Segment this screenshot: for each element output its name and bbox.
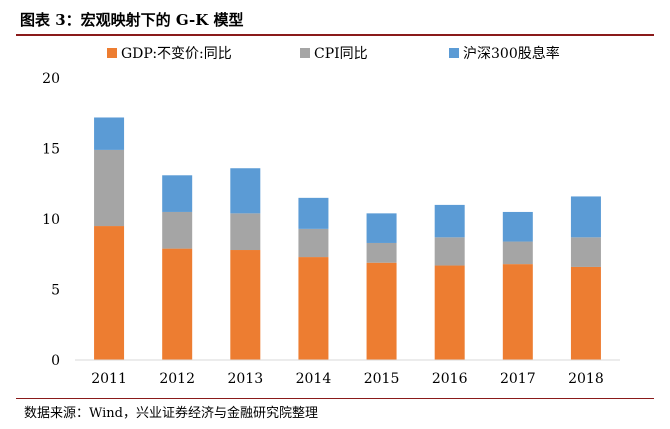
bar-segment-gdp xyxy=(298,257,329,360)
y-tick-label: 0 xyxy=(51,353,60,369)
x-tick-label: 2013 xyxy=(227,371,263,387)
legend-item: 沪深300股息率 xyxy=(449,45,560,62)
source-note: 数据来源：Wind，兴业证券经济与金融研究院整理 xyxy=(24,406,318,421)
bar-segment-cpi xyxy=(162,211,193,249)
x-tick-label: 2012 xyxy=(159,371,195,387)
y-axis: 0 5 10 15 20 xyxy=(42,71,60,369)
x-tick-label: 2017 xyxy=(500,371,536,387)
bar-segment-dividend-yield xyxy=(94,117,125,150)
legend-swatch xyxy=(300,48,310,58)
bar-segment-dividend-yield xyxy=(298,197,329,229)
legend-swatch xyxy=(449,48,459,58)
bar-segment-gdp xyxy=(434,265,465,360)
bar-segment-dividend-yield xyxy=(162,175,193,212)
chart-legend: GDP:不变价:同比 CPI同比 沪深300股息率 xyxy=(107,45,560,62)
x-tick-label: 2015 xyxy=(364,371,400,387)
y-tick-label: 10 xyxy=(42,212,60,228)
x-tick-label: 2016 xyxy=(432,371,468,387)
bar-segment-cpi xyxy=(230,213,261,251)
legend-label: CPI同比 xyxy=(314,46,368,62)
bar-segment-cpi xyxy=(434,237,465,266)
x-axis: 2011 2012 2013 2014 2015 2016 2017 2018 xyxy=(75,359,620,387)
source-divider xyxy=(16,398,654,399)
x-tick-label: 2014 xyxy=(296,371,332,387)
x-tick-label: 2018 xyxy=(568,371,604,387)
legend-label: GDP:不变价:同比 xyxy=(121,46,232,62)
bar-segment-dividend-yield xyxy=(434,204,465,238)
bar-segment-dividend-yield xyxy=(230,168,261,214)
y-tick-label: 5 xyxy=(51,283,60,299)
figure-title-bar: 图表 3：宏观映射下的 G-K 模型 xyxy=(16,4,654,36)
figure-title: 图表 3：宏观映射下的 G-K 模型 xyxy=(20,11,244,29)
bar-segment-gdp xyxy=(366,262,397,360)
y-tick-label: 15 xyxy=(42,142,60,158)
bar-segment-gdp xyxy=(162,248,193,360)
bar-segment-dividend-yield xyxy=(366,213,397,243)
bar-segment-gdp xyxy=(570,266,601,360)
legend-item: CPI同比 xyxy=(300,46,368,62)
legend-swatch xyxy=(107,48,117,58)
bar-segment-dividend-yield xyxy=(570,196,601,238)
bar-segment-dividend-yield xyxy=(502,211,533,242)
bar-segment-cpi xyxy=(366,242,397,263)
bar-segment-cpi xyxy=(570,237,601,267)
x-tick-label: 2011 xyxy=(91,371,127,387)
bar-segment-gdp xyxy=(230,250,261,360)
bar-segment-cpi xyxy=(298,228,329,258)
bar-segment-gdp xyxy=(502,264,533,360)
bars-group xyxy=(94,117,601,360)
y-tick-label: 20 xyxy=(42,71,60,87)
bar-segment-gdp xyxy=(94,226,125,360)
bar-segment-cpi xyxy=(94,149,125,227)
legend-item: GDP:不变价:同比 xyxy=(107,46,232,62)
legend-label: 沪深300股息率 xyxy=(463,45,560,62)
bar-segment-cpi xyxy=(502,241,533,265)
